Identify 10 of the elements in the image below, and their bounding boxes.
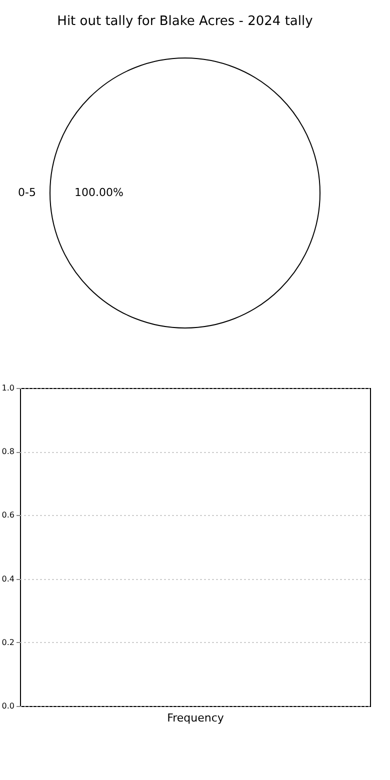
x-axis-title: Frequency bbox=[167, 712, 224, 724]
y-tick-label: 0.4 bbox=[2, 574, 14, 584]
y-tick-label: 1.0 bbox=[2, 384, 14, 392]
y-tick-label: 0.2 bbox=[2, 638, 14, 647]
y-tick-label: 0.6 bbox=[2, 510, 14, 520]
y-tick-label: 0.8 bbox=[2, 447, 14, 456]
y-tick-label: 0.0 bbox=[2, 702, 14, 710]
chart-title: Hit out tally for Blake Acres - 2024 tally bbox=[57, 14, 314, 29]
slice-label: 0-5 bbox=[18, 186, 36, 199]
data-label: 100.00% bbox=[74, 186, 124, 199]
